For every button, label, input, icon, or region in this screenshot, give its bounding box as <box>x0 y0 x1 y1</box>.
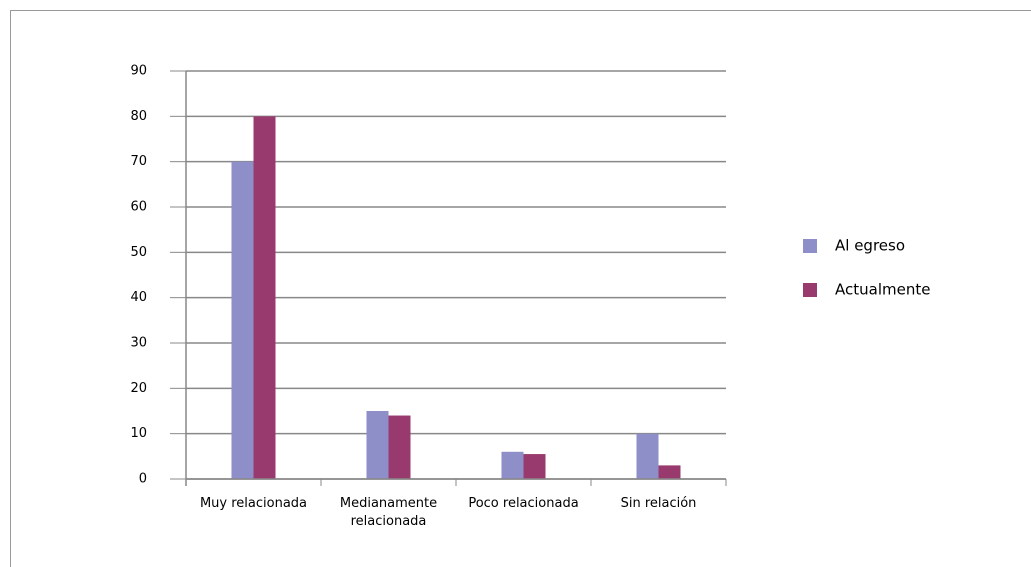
x-tick-label: Medianamente relacionada <box>339 496 438 529</box>
bar <box>501 451 524 479</box>
legend-swatch <box>803 239 817 253</box>
bar <box>366 411 389 479</box>
y-tick-label: 30 <box>130 336 147 351</box>
legend-swatch <box>803 283 817 297</box>
y-tick-label: 0 <box>139 472 147 487</box>
legend-label: Actualmente <box>835 281 930 299</box>
bar <box>388 415 411 479</box>
y-tick-label: 50 <box>130 245 147 260</box>
y-tick-label: 80 <box>130 109 147 124</box>
y-tick-label: 90 <box>130 64 147 79</box>
bar <box>253 116 276 479</box>
x-tick-label: Poco relacionada <box>468 496 579 511</box>
legend-label: Al egreso <box>835 237 905 255</box>
y-tick-label: 20 <box>130 381 147 396</box>
bar <box>523 454 546 479</box>
bar <box>636 433 659 479</box>
bar <box>231 161 254 479</box>
x-tick-label: Muy relacionada <box>199 496 308 511</box>
y-tick-label: 40 <box>130 290 147 305</box>
y-tick-label: 60 <box>130 200 147 215</box>
y-tick-label: 70 <box>130 154 147 169</box>
y-tick-label: 10 <box>130 426 147 441</box>
x-tick-label: Sin relación <box>620 496 697 511</box>
chart-frame <box>10 10 1031 567</box>
bar <box>658 465 681 479</box>
